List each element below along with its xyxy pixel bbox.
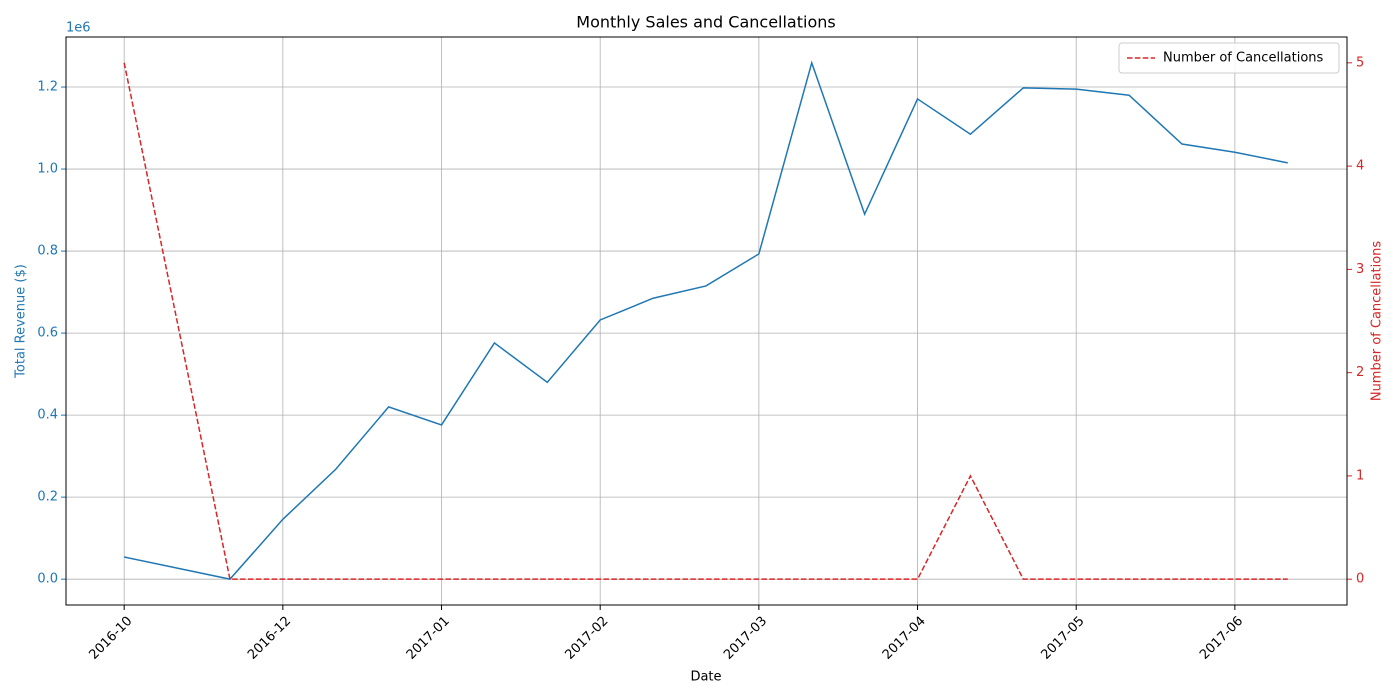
x-tick-label: 2016-10 [86, 614, 135, 663]
y-tick-label: 1.2 [37, 80, 58, 95]
x-axis-label: Date [690, 670, 721, 685]
x-tick-label: 2016-12 [245, 614, 294, 663]
x-tick-label: 2017-03 [721, 614, 770, 663]
y-tick-label: 0.8 [37, 244, 58, 259]
y-tick-label: 1.0 [37, 162, 58, 177]
y2-tick-label: 3 [1356, 262, 1364, 277]
y2-tick-label: 0 [1356, 572, 1364, 587]
y2-axis-label: Number of Cancellations [1370, 241, 1385, 402]
x-tick-label: 2017-04 [880, 614, 929, 663]
y-tick-label: 0.6 [37, 326, 58, 341]
y2-tick-label: 1 [1356, 468, 1364, 483]
y2-tick-label: 5 [1356, 55, 1364, 70]
x-tick-label: 2017-01 [404, 614, 453, 663]
x-tick-label: 2017-05 [1038, 614, 1087, 663]
y-tick-label: 0.0 [37, 572, 58, 587]
y-tick-label: 0.4 [37, 408, 58, 423]
legend-label: Number of Cancellations [1163, 51, 1324, 66]
y2-tick-label: 4 [1356, 159, 1364, 174]
y-tick-label: 0.2 [37, 490, 58, 505]
plot-frame [65, 36, 1348, 606]
y2-tick-label: 2 [1356, 365, 1364, 380]
x-tick-label: 2017-06 [1197, 614, 1246, 663]
data-line [123, 62, 1288, 580]
x-tick-label: 2017-02 [562, 614, 611, 663]
chart-title: Monthly Sales and Cancellations [576, 13, 835, 32]
data-line [124, 60, 1288, 580]
y-axis-label: Total Revenue ($) [14, 264, 29, 379]
legend-box [1118, 42, 1340, 74]
y-offset-label: 1e6 [66, 21, 91, 36]
